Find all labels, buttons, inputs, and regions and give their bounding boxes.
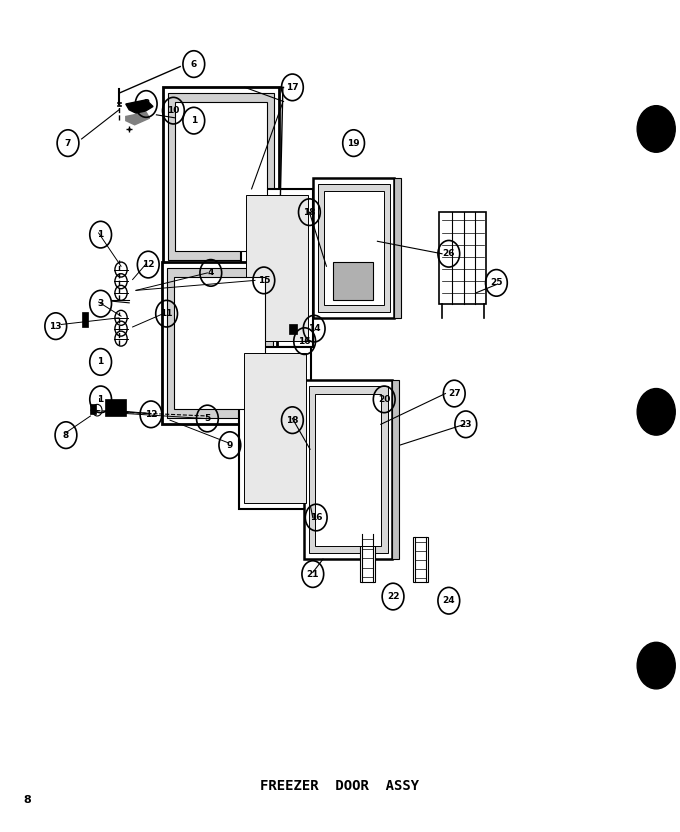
Bar: [313, 178, 394, 318]
Text: 22: 22: [387, 592, 399, 601]
Text: 6: 6: [190, 60, 197, 68]
Bar: [439, 212, 486, 304]
Bar: [90, 404, 96, 414]
Text: 24: 24: [443, 597, 455, 605]
Bar: [246, 195, 308, 341]
Text: 1: 1: [97, 358, 104, 366]
Text: 19: 19: [347, 139, 360, 147]
Circle shape: [637, 642, 675, 689]
Bar: [333, 262, 373, 300]
Text: FREEZER  DOOR  ASSY: FREEZER DOOR ASSY: [260, 780, 420, 793]
Text: 8: 8: [24, 795, 31, 805]
Text: 20: 20: [378, 395, 390, 404]
Bar: [162, 262, 277, 424]
Text: 3: 3: [97, 300, 104, 308]
Bar: [309, 386, 388, 553]
Bar: [163, 87, 279, 266]
Text: 4: 4: [207, 269, 214, 277]
Polygon shape: [126, 112, 150, 125]
Circle shape: [637, 106, 675, 152]
Bar: [82, 312, 88, 327]
Polygon shape: [126, 100, 153, 115]
Bar: [315, 394, 381, 546]
Bar: [394, 178, 401, 318]
Circle shape: [637, 389, 675, 435]
Bar: [392, 380, 399, 559]
Text: 18: 18: [303, 208, 316, 216]
Bar: [175, 102, 267, 251]
Text: 5: 5: [204, 414, 211, 423]
Bar: [239, 347, 311, 509]
Text: 1: 1: [190, 116, 197, 125]
Bar: [168, 93, 274, 260]
Text: 1: 1: [97, 395, 104, 404]
Text: 2: 2: [143, 100, 150, 108]
Bar: [105, 399, 126, 416]
Text: 1: 1: [97, 230, 104, 239]
Bar: [304, 380, 392, 559]
Text: 18: 18: [286, 416, 299, 424]
Text: 12: 12: [142, 260, 154, 269]
Text: 15: 15: [258, 276, 270, 285]
Text: 13: 13: [50, 322, 62, 330]
Text: 7: 7: [65, 139, 71, 147]
Text: 16: 16: [310, 513, 322, 522]
Text: 12: 12: [145, 410, 157, 418]
Bar: [167, 268, 273, 418]
Bar: [413, 537, 428, 582]
Bar: [318, 184, 390, 312]
Text: 8: 8: [63, 431, 69, 439]
Text: 17: 17: [286, 83, 299, 92]
Text: 14: 14: [308, 324, 320, 333]
Text: 26: 26: [443, 250, 455, 258]
Text: 23: 23: [460, 420, 472, 428]
Text: 11: 11: [160, 310, 173, 318]
Text: 27: 27: [448, 389, 460, 398]
Bar: [289, 324, 297, 334]
Text: 16: 16: [299, 337, 311, 345]
Bar: [174, 277, 265, 409]
Bar: [360, 534, 375, 582]
Text: 10: 10: [167, 106, 180, 115]
Bar: [241, 189, 313, 347]
Text: 21: 21: [307, 570, 319, 578]
Text: 9: 9: [226, 441, 233, 449]
Text: 25: 25: [490, 279, 503, 287]
Bar: [244, 353, 306, 503]
Bar: [324, 191, 384, 305]
